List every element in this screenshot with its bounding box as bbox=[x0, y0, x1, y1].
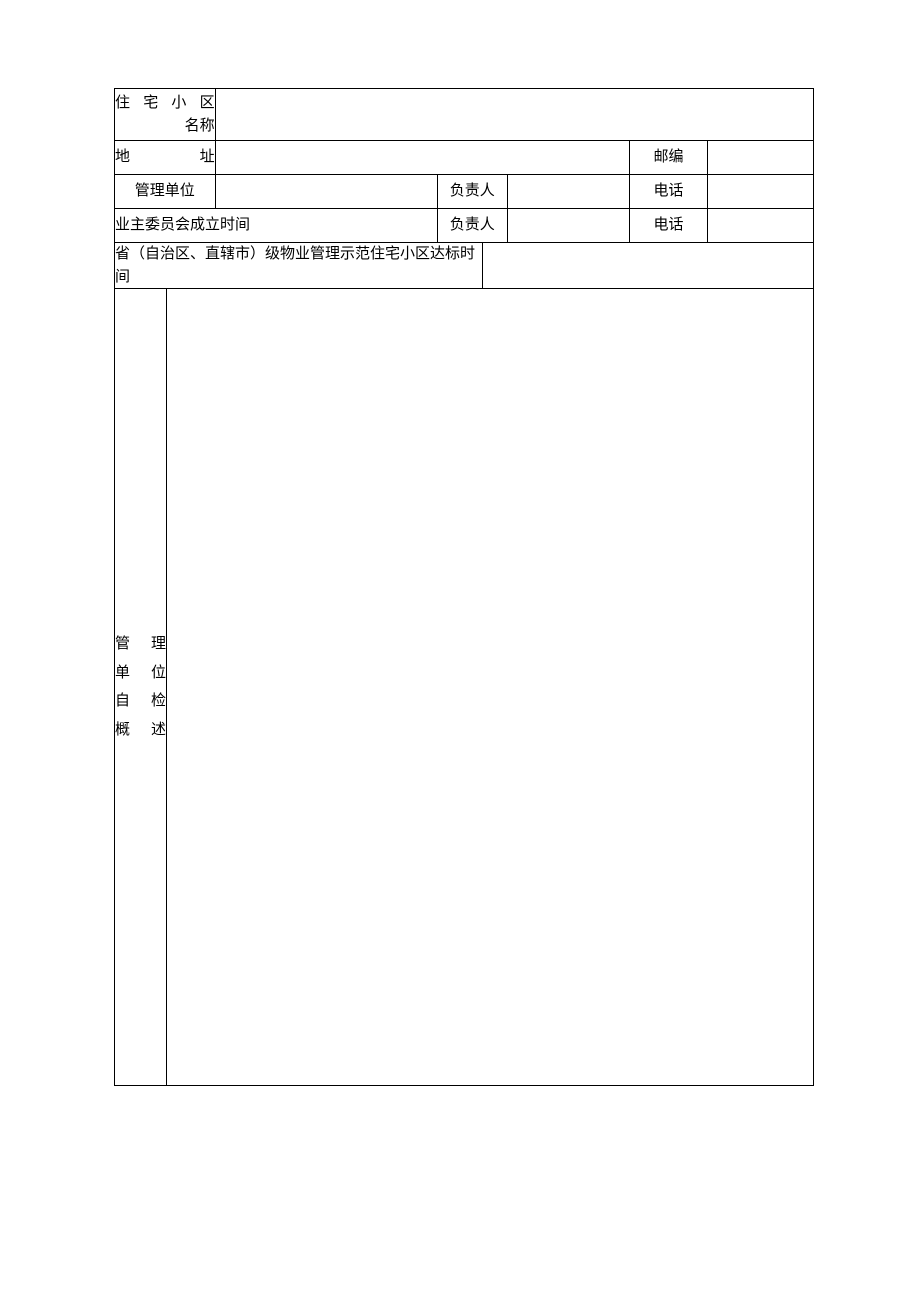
committee-person-label: 负责人 bbox=[437, 209, 507, 243]
mgmt-person-label: 负责人 bbox=[437, 175, 507, 209]
row-standard-time: 省（自治区、直辖市）级物业管理示范住宅小区达标时间 bbox=[115, 243, 814, 289]
committee-person-value[interactable] bbox=[508, 209, 630, 243]
form-table: 住宅小区 名称 地址 邮编 管理单位 负责人 电话 业主委员会成立时间 负责人 … bbox=[114, 88, 814, 1086]
mgmt-person-value[interactable] bbox=[508, 175, 630, 209]
self-inspection-value[interactable] bbox=[167, 289, 814, 1086]
postcode-label: 邮编 bbox=[630, 141, 708, 175]
management-unit-value[interactable] bbox=[215, 175, 437, 209]
row-management-unit: 管理单位 负责人 电话 bbox=[115, 175, 814, 209]
address-label: 地址 bbox=[115, 141, 216, 175]
postcode-value[interactable] bbox=[708, 141, 814, 175]
row-self-inspection: 管理 单位 自检 概述 bbox=[115, 289, 814, 1086]
self-inspection-label: 管理 单位 自检 概述 bbox=[115, 289, 167, 1086]
community-name-label: 住宅小区 名称 bbox=[115, 89, 216, 141]
committee-time-label: 业主委员会成立时间 bbox=[115, 209, 438, 243]
committee-tel-value[interactable] bbox=[708, 209, 814, 243]
community-name-value[interactable] bbox=[215, 89, 813, 141]
row-community-name: 住宅小区 名称 bbox=[115, 89, 814, 141]
row-owners-committee: 业主委员会成立时间 负责人 电话 bbox=[115, 209, 814, 243]
row-address: 地址 邮编 bbox=[115, 141, 814, 175]
committee-tel-label: 电话 bbox=[630, 209, 708, 243]
standard-time-value[interactable] bbox=[483, 243, 814, 289]
management-unit-label: 管理单位 bbox=[115, 175, 216, 209]
standard-time-label: 省（自治区、直辖市）级物业管理示范住宅小区达标时间 bbox=[115, 243, 483, 289]
address-value[interactable] bbox=[215, 141, 629, 175]
mgmt-tel-label: 电话 bbox=[630, 175, 708, 209]
mgmt-tel-value[interactable] bbox=[708, 175, 814, 209]
